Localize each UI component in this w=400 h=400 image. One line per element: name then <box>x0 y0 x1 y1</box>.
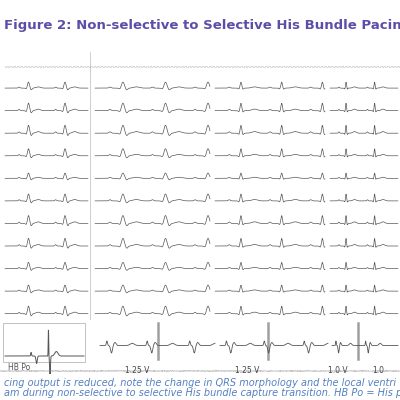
Text: 1.25 V: 1.25 V <box>235 366 259 375</box>
Text: 1.0 V: 1.0 V <box>328 366 348 375</box>
Text: Figure 2: Non-selective to Selective His Bundle Pacing: Figure 2: Non-selective to Selective His… <box>4 18 400 32</box>
Text: 1.0: 1.0 <box>372 366 384 375</box>
Text: am during non-selective to selective His bundle capture transition. HB Po = His : am during non-selective to selective His… <box>4 388 400 398</box>
Text: 1.25 V: 1.25 V <box>125 366 149 375</box>
Text: cing output is reduced, note the change in QRS morphology and the local ventri: cing output is reduced, note the change … <box>4 378 396 388</box>
Text: HB Po: HB Po <box>8 362 30 372</box>
Bar <box>3 323 85 362</box>
